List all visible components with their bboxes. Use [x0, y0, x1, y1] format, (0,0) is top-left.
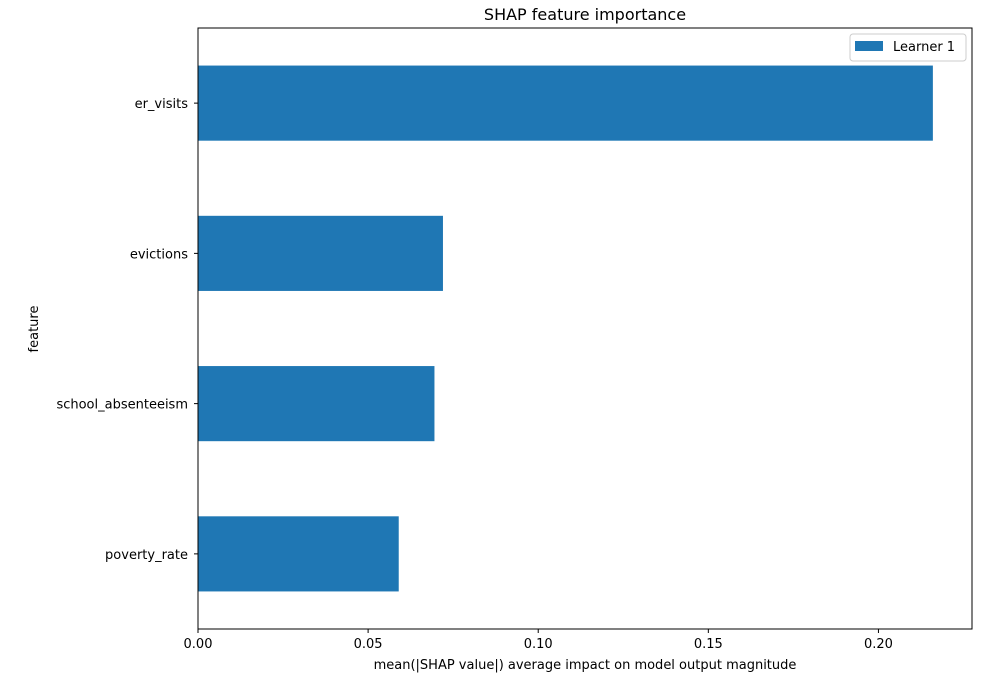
y-tick-label: school_absenteeism: [56, 398, 188, 413]
x-tick-label: 0.10: [524, 637, 553, 652]
x-tick-label: 0.15: [694, 637, 723, 652]
chart-title: SHAP feature importance: [484, 5, 686, 24]
bar: [198, 65, 933, 141]
bar: [198, 366, 435, 442]
bar: [198, 215, 443, 291]
plot-area: er_visits evictions school_absenteeismpove…: [56, 65, 933, 652]
plot-frame: [197, 27, 973, 630]
x-tick-label: 0.05: [354, 637, 383, 652]
legend: Learner 1: [849, 33, 967, 62]
x-tick-label: 0.00: [184, 637, 213, 652]
x-axis-label: mean(|SHAP value|) average impact on mod…: [374, 658, 797, 673]
legend-label: Learner 1: [893, 40, 955, 55]
y-axis-label: feature: [27, 306, 42, 353]
y-tick-label: evictions: [130, 247, 188, 262]
x-tick-label: 0.20: [864, 637, 893, 652]
legend-box: [849, 33, 967, 62]
y-tick-label: er_visits: [135, 97, 189, 112]
y-tick-label: poverty_rate: [105, 548, 188, 563]
legend-swatch: [855, 41, 883, 51]
bar: [198, 516, 399, 592]
